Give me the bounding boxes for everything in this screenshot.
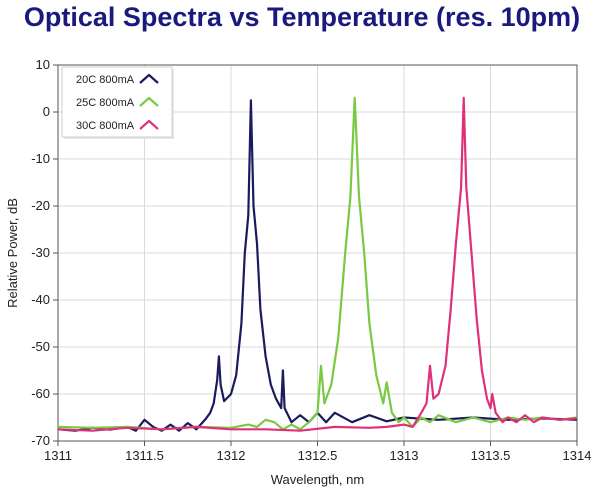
y-tick-label: 0 [43,104,50,119]
y-tick-label: -50 [31,339,50,354]
y-tick-label: -70 [31,433,50,448]
legend-swatch-3 [139,119,159,130]
series-layer [57,96,578,432]
series-line-2 [57,96,578,431]
y-tick-label: -60 [31,386,50,401]
y-tick-label: 10 [36,57,50,72]
legend-label: 25C 800mA [76,97,135,109]
x-axis-ticks: 1311 1311.5 1312 1312.5 1313 1313.5 1314 [44,441,591,463]
legend-label: 20C 800mA [76,74,135,86]
legend[interactable]: 20C 800mA 25C 800mA 30C 800mA [61,66,174,139]
y-axis-ticks: 10 0 -10 -20 -30 -40 -50 -60 -70 [31,57,58,448]
x-tick-label: 1312.5 [298,448,338,463]
x-tick-label: 1311.5 [125,448,164,463]
y-tick-label: -40 [31,292,50,307]
legend-swatch-1 [139,73,159,84]
series-line-3 [57,96,578,432]
chart-title: Optical Spectra vs Temperature (res. 10p… [23,2,581,32]
legend-swatch-2 [139,96,159,107]
x-axis-label: Wavelength, nm [271,472,364,487]
legend-label: 30C 800mA [76,120,135,132]
x-tick-label: 1312 [217,448,246,463]
y-tick-label: -10 [31,151,50,166]
x-tick-label: 1313.5 [471,448,511,463]
x-tick-label: 1314 [563,448,592,463]
y-tick-label: -30 [31,245,50,260]
y-axis-label: Relative Power, dB [5,198,20,308]
y-tick-label: -20 [31,198,50,213]
x-tick-label: 1313 [390,448,419,463]
x-tick-label: 1311 [44,448,72,463]
